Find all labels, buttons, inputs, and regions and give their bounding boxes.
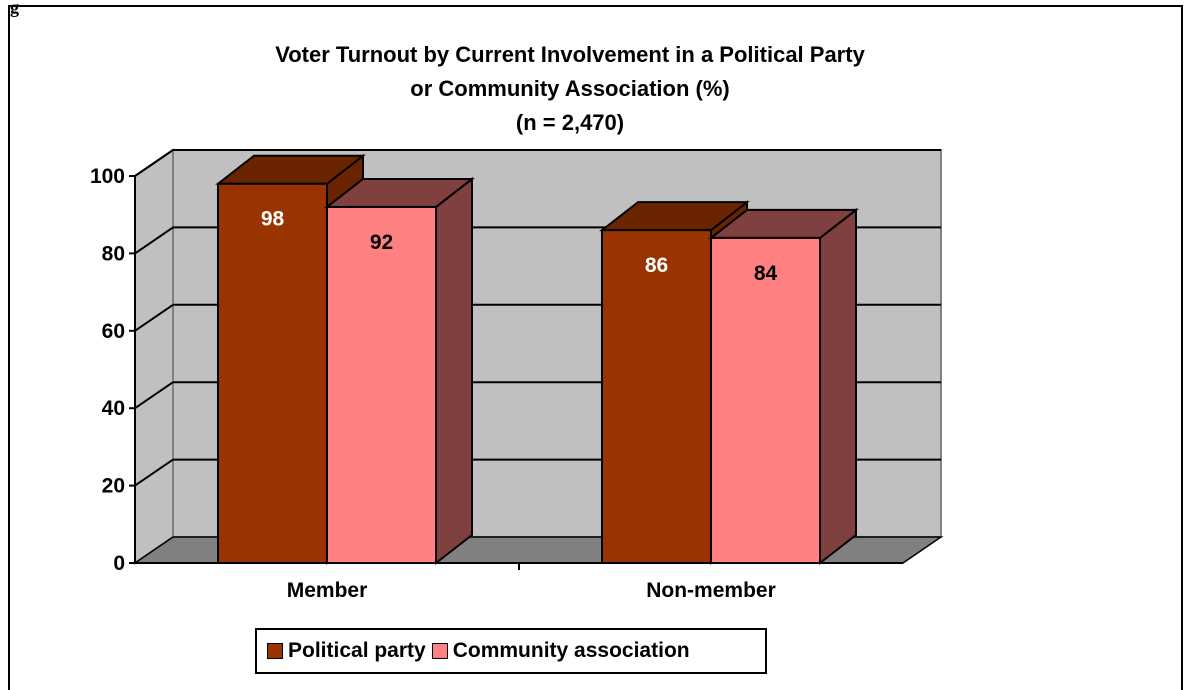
y-tick-label: 100 [90,165,125,188]
bar-front [217,182,328,565]
bar-front [326,205,437,565]
chart-title-line-3: (n = 2,470) [515,110,625,135]
y-tick-label: 40 [102,397,125,420]
chart-title: Voter Turnout by Current Involvement in … [0,38,1140,140]
side-wall [134,148,174,565]
bar-community-association-member [324,176,475,566]
data-label-political-party-non-member: 86 [645,254,668,277]
legend-label-political-party: Political party [288,639,426,662]
bar-side [435,176,473,566]
corner-label: g [10,0,19,17]
x-tick-label-member: Member [287,579,368,602]
chart-title-line-2: or Community Association (%) [410,76,730,101]
x-tick-label-non-member: Non-member [646,579,776,602]
y-tick-label: 0 [113,552,125,575]
data-label-community-association-non-member: 84 [754,262,778,285]
y-tick-label: 60 [102,320,125,343]
data-label-political-party-member: 98 [261,208,285,231]
gridline-side [134,149,174,177]
legend-swatch-political-party [267,643,283,659]
legend-swatch-community-association [431,643,448,659]
bar-front [710,236,821,564]
legend-item-community-association: Community association [431,639,690,663]
chart-frame: g [8,0,1183,690]
gridline-side [134,303,174,332]
bar-front [601,229,712,564]
chart-title-line-1: Voter Turnout by Current Involvement in … [275,42,865,67]
y-tick-label: 20 [102,475,125,498]
y-tick-label: 80 [102,242,125,265]
bar-side [819,207,857,566]
gridline-side [134,381,174,410]
gridline-side [134,226,174,255]
bar-community-association-non-member [708,207,859,566]
legend: Political party Community association [255,628,767,674]
data-label-community-association-member: 92 [370,231,393,254]
legend-label-community-association: Community association [452,639,690,662]
legend-item-political-party: Political party [267,639,426,663]
gridline-side [134,458,174,487]
